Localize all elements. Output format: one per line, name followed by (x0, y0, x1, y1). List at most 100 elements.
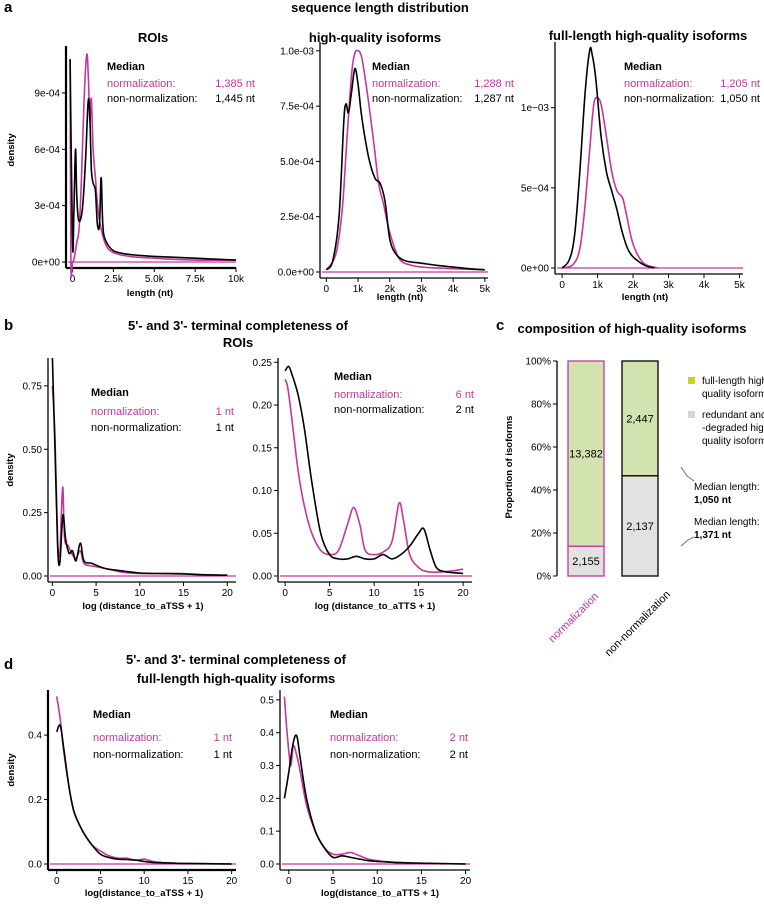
y-tick-label: 0.10 (253, 486, 273, 497)
median-non-normalization-value: 1,050 nt (720, 93, 760, 105)
x-tick-label: 3k (663, 280, 675, 291)
x-tick-label: 4k (448, 284, 460, 295)
panel-d-letter: d (4, 656, 13, 673)
median-heading: Median (107, 61, 145, 73)
y-tick-label: 0.00 (253, 572, 273, 583)
median-normalization-value: 2 nt (450, 732, 468, 744)
x-tick-label: 5k (734, 280, 746, 291)
x-tick-label: 0 (54, 876, 60, 887)
chart-rois-atss: 0 5 10 15 20 0.00 0.25 0.50 0.75 log (distance_t… (5, 357, 236, 612)
panel-c-letter: c (496, 317, 504, 334)
legend-swatch-redundant (688, 411, 695, 418)
bar-segment-redundant (567, 545, 605, 577)
x-tick-label: 5.0k (145, 274, 165, 285)
series-line-non-normalization (51, 357, 228, 576)
y-tick-label: 2.5e-04 (280, 212, 314, 223)
panel-b-letter: b (4, 317, 13, 334)
y-tick-label: 0.75 (23, 381, 43, 392)
x-tick-label: 5 (327, 588, 333, 599)
series-line-non-normalization (561, 46, 655, 269)
x-tick-label: 5 (98, 876, 104, 887)
median-non-normalization-value: 1,287 nt (474, 93, 514, 105)
y-tick-label: 0e+00 (521, 264, 550, 275)
annotation-median-full-length-line1: Median length: (694, 482, 760, 493)
panel-b-title-line2: ROIs (223, 335, 253, 350)
bar-segment-full-length (621, 360, 659, 477)
x-tick-label: 0 (50, 588, 56, 599)
x-tick-label: 10 (134, 588, 146, 599)
chart-title: high-quality isoforms (309, 30, 441, 45)
x-axis-label: length (nt) (377, 292, 423, 303)
x-tick-label: 5 (330, 876, 336, 887)
y-tick-label: 0.0 (260, 860, 274, 871)
x-tick-label: 10 (369, 588, 381, 599)
x-tick-label: 5k (480, 284, 492, 295)
series-line-normalization (561, 96, 659, 269)
y-tick-label: 0.2 (260, 794, 274, 805)
bar-value-redundant: 2,137 (626, 521, 654, 533)
y-tick-label: 60% (531, 443, 551, 454)
panel-a-letter: a (4, 0, 13, 16)
median-non-normalization-label: non-normalization: (93, 749, 184, 761)
y-tick-label: 0.0 (28, 860, 42, 871)
series-line-non-normalization (55, 724, 232, 865)
x-tick-label: 2k (628, 280, 640, 291)
x-tick-label: 15 (182, 876, 194, 887)
x-tick-label: 0 (324, 284, 330, 295)
median-normalization-label: normalization: (330, 732, 398, 744)
annotation-median-redundant-line1: Median length: (694, 517, 760, 528)
x-tick-label: 2k (384, 284, 396, 295)
x-axis-label: log (distance_to_aTTS + 1) (315, 601, 436, 612)
y-tick-label: 0.0e+00 (278, 268, 315, 279)
x-tick-label: 15 (178, 588, 190, 599)
x-tick-label: 10 (372, 876, 384, 887)
y-tick-label: 9e-04 (34, 88, 60, 99)
y-axis-label: Proportion of isoforms (504, 416, 515, 519)
median-normalization-value: 1 nt (214, 732, 232, 744)
median-normalization-value: 1,385 nt (215, 78, 255, 90)
median-non-normalization-label: non-normalization: (372, 93, 463, 105)
median-normalization-value: 1,205 nt (720, 78, 760, 90)
y-tick-label: 20% (531, 529, 551, 540)
x-tick-label: 20 (226, 876, 238, 887)
panel-a-title: sequence length distribution (291, 0, 469, 15)
legend-full-length-line1: full-length high- (702, 376, 764, 387)
legend-redundant-line1: redundant and 5' (702, 410, 764, 421)
x-tick-label: 20 (222, 588, 234, 599)
median-normalization-label: normalization: (107, 78, 175, 90)
median-normalization-value: 1 nt (216, 406, 234, 418)
median-normalization-label: normalization: (93, 732, 161, 744)
series-line-normalization (325, 49, 485, 271)
median-normalization-label: normalization: (91, 406, 159, 418)
median-non-normalization-label: non-normalization: (107, 93, 198, 105)
x-tick-label: 5 (93, 588, 99, 599)
series-line-normalization (69, 53, 237, 278)
x-tick-label: 15 (416, 876, 428, 887)
chart-fl-atss: 0 5 10 15 20 0.0 0.2 0.4 log(distance_to_aTSS +… (6, 690, 238, 899)
legend-swatch-full-length (688, 377, 695, 384)
y-tick-label: 5.0e-04 (280, 157, 314, 168)
median-non-normalization-label: non-normalization: (334, 404, 425, 416)
panel-d-title-line1: 5'- and 3'- terminal completeness of (126, 652, 347, 667)
x-axis-label: length (nt) (622, 292, 668, 303)
y-tick-label: 1e−03 (521, 103, 550, 114)
x-tick-label: 20 (460, 876, 472, 887)
median-heading: Median (330, 709, 368, 721)
x-tick-label: 1k (592, 280, 604, 291)
bar-value-redundant: 2,155 (572, 556, 600, 568)
series-line-non-normalization (283, 734, 466, 865)
chart-fl-hq-isoforms-length: full-length high-quality isoforms 0 1k 2k 3… (521, 28, 760, 303)
y-tick-label: 0.05 (253, 529, 273, 540)
median-non-normalization-value: 1 nt (216, 422, 234, 434)
chart-fl-atts: 0 5 10 15 20 0.0 0.1 0.2 0.3 0.4 0.5 log(distance_… (260, 690, 472, 899)
series-line-non-normalization (284, 365, 464, 575)
x-tick-label: 0 (70, 274, 76, 285)
x-tick-label: 15 (413, 588, 425, 599)
y-tick-label: 0.3 (260, 761, 274, 772)
median-non-normalization-value: 2 nt (456, 404, 474, 416)
chart-hq-isoforms-length: high-quality isoforms 0 1k 2k 3k 4k 5k 0.0e+00… (278, 30, 514, 303)
y-tick-label: 7.5e-04 (280, 102, 314, 113)
legend-redundant-line2: -degraded high- (702, 423, 764, 434)
chart-composition: 0% 20% 40% 60% 80% 100% 13,382 2,155 2,447 2,137… (504, 357, 764, 660)
